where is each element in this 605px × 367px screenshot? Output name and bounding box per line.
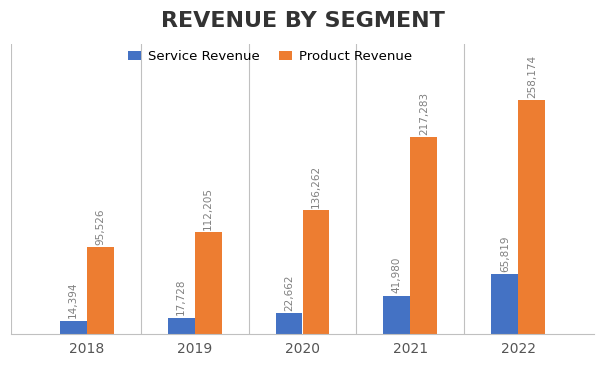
Text: 41,980: 41,980 <box>392 257 402 293</box>
Bar <box>384 295 410 334</box>
Bar <box>491 274 518 334</box>
Bar <box>302 210 330 334</box>
Bar <box>168 317 195 334</box>
Text: 258,174: 258,174 <box>527 54 537 98</box>
Legend: Service Revenue, Product Revenue: Service Revenue, Product Revenue <box>123 44 417 68</box>
Text: 217,283: 217,283 <box>419 91 429 135</box>
Title: REVENUE BY SEGMENT: REVENUE BY SEGMENT <box>160 11 445 31</box>
Bar <box>60 320 87 334</box>
Text: 112,205: 112,205 <box>203 187 213 230</box>
Text: 95,526: 95,526 <box>95 208 105 245</box>
Text: 65,819: 65,819 <box>500 235 510 272</box>
Bar <box>195 232 221 334</box>
Bar <box>275 313 302 334</box>
Bar <box>410 137 437 334</box>
Text: 22,662: 22,662 <box>284 274 294 311</box>
Bar <box>87 247 114 334</box>
Text: 14,394: 14,394 <box>68 282 78 318</box>
Text: 17,728: 17,728 <box>176 279 186 315</box>
Text: 136,262: 136,262 <box>311 165 321 208</box>
Bar <box>518 100 545 334</box>
